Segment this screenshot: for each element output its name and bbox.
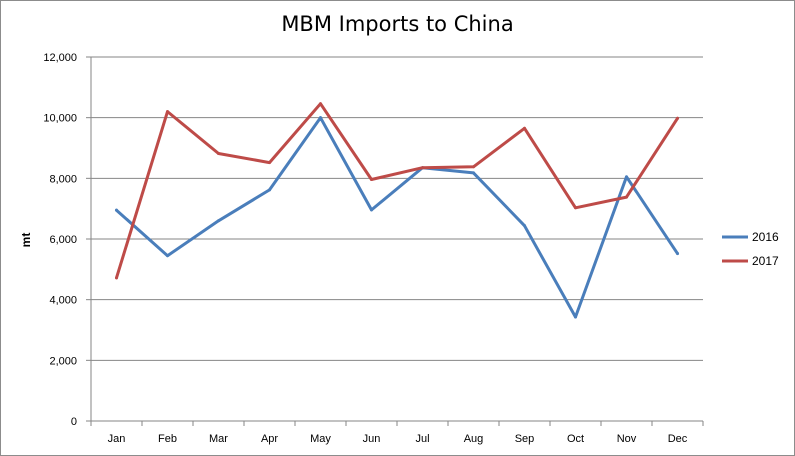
data-point-2016 — [574, 315, 577, 319]
x-tick-label: Mar — [209, 433, 228, 445]
gridlines — [86, 56, 704, 426]
data-point-2016 — [319, 116, 322, 120]
data-point-2017 — [115, 276, 118, 280]
legend-label-2017: 2017 — [752, 254, 779, 268]
data-point-2016 — [472, 171, 475, 175]
x-tick-label: Dec — [668, 433, 688, 445]
data-point-2016 — [625, 175, 628, 179]
data-point-2017 — [319, 102, 322, 106]
x-tick-label: Apr — [261, 433, 278, 445]
data-point-2017 — [676, 116, 679, 120]
data-point-2016 — [676, 252, 679, 256]
y-tick-label: 10,000 — [43, 113, 77, 125]
x-tick-label: Feb — [158, 433, 177, 445]
data-point-2016 — [166, 254, 169, 258]
data-point-2017 — [421, 166, 424, 170]
x-tick-label: Nov — [617, 433, 637, 445]
data-point-2016 — [523, 224, 526, 228]
legend: 2016 2017 — [722, 230, 779, 268]
legend-label-2016: 2016 — [752, 230, 779, 244]
data-point-2017 — [625, 195, 628, 199]
y-tick-label: 0 — [71, 416, 77, 428]
data-point-2017 — [217, 151, 220, 155]
y-axis-label: mt — [19, 233, 33, 248]
chart-title: MBM Imports to China — [281, 12, 514, 36]
data-point-2016 — [370, 208, 373, 212]
data-point-2017 — [523, 126, 526, 130]
y-tick-label: 6,000 — [49, 234, 77, 246]
x-tick-label: Oct — [567, 433, 584, 445]
series-lines — [115, 102, 679, 319]
x-tick-label: Sep — [515, 433, 535, 445]
data-point-2017 — [370, 178, 373, 182]
y-tick-label: 8,000 — [49, 173, 77, 185]
x-tick-label: Jan — [108, 433, 126, 445]
series-line-2016 — [115, 116, 679, 319]
x-tick-label: May — [310, 433, 331, 445]
y-axis-ticks: 0 2,000 4,000 6,000 8,000 10,000 12,000 — [43, 52, 77, 428]
data-point-2017 — [472, 165, 475, 169]
data-point-2016 — [115, 208, 118, 212]
y-tick-label: 2,000 — [49, 355, 77, 367]
series-line-2017 — [115, 102, 679, 280]
x-axis-ticks: Jan Feb Mar Apr May Jun Jul Aug Sep Oct Nov Dec — [108, 433, 688, 445]
data-point-2016 — [268, 188, 271, 192]
data-point-2017 — [268, 161, 271, 165]
x-tick-label: Aug — [464, 433, 484, 445]
data-point-2016 — [217, 219, 220, 223]
x-tick-label: Jun — [363, 433, 381, 445]
y-tick-label: 4,000 — [49, 295, 77, 307]
y-tick-label: 12,000 — [43, 52, 77, 64]
data-point-2017 — [574, 206, 577, 210]
x-tick-label: Jul — [415, 433, 429, 445]
data-point-2017 — [166, 110, 169, 114]
